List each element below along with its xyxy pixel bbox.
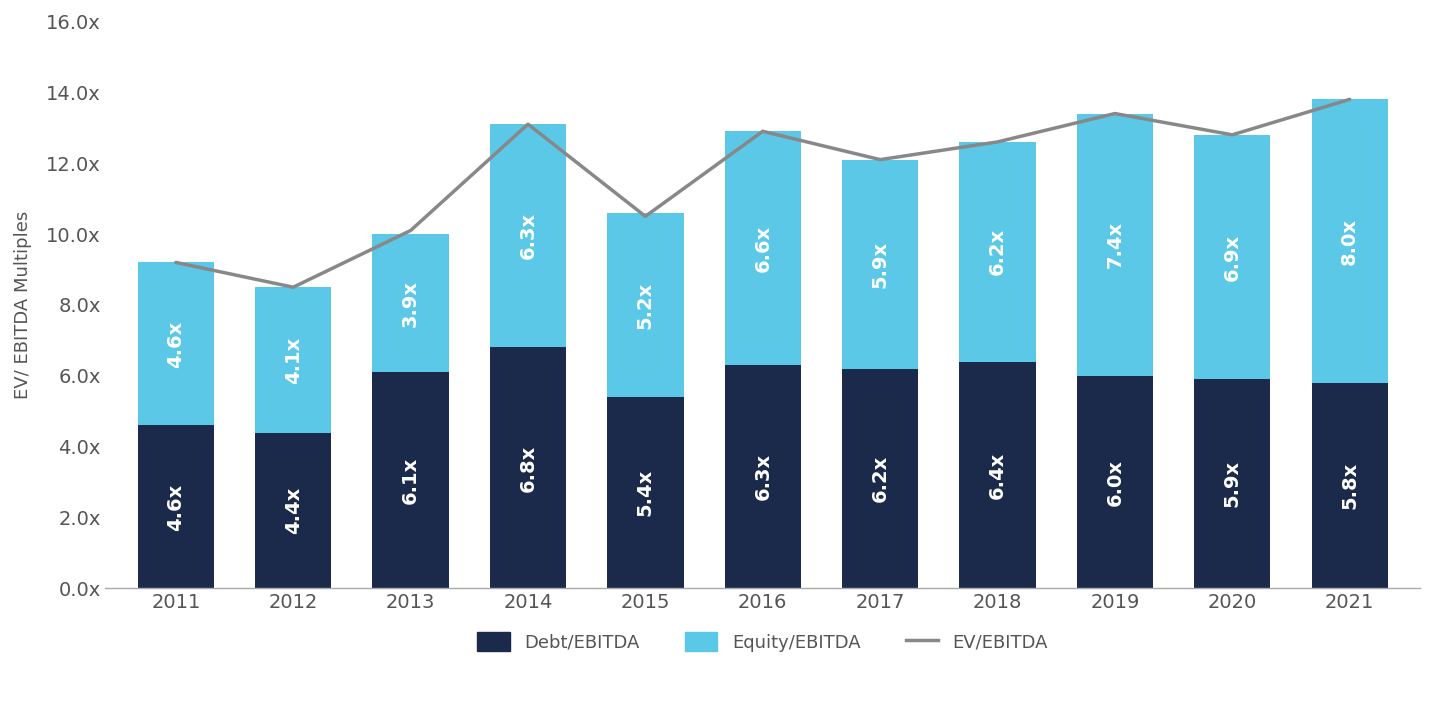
Text: 6.4x: 6.4x <box>988 451 1007 498</box>
Text: 6.3x: 6.3x <box>519 212 538 260</box>
Bar <box>607 397 684 588</box>
Bar <box>373 372 449 588</box>
Bar <box>959 361 1035 588</box>
Bar <box>255 287 331 433</box>
Text: 5.9x: 5.9x <box>1223 461 1242 508</box>
Text: 8.0x: 8.0x <box>1341 217 1359 265</box>
Text: 4.6x: 4.6x <box>166 320 185 368</box>
Bar <box>490 124 566 347</box>
Text: 5.2x: 5.2x <box>635 282 655 329</box>
Text: 6.6x: 6.6x <box>753 225 773 272</box>
Bar <box>1077 376 1153 588</box>
Text: 3.9x: 3.9x <box>402 279 420 327</box>
Text: 6.3x: 6.3x <box>753 453 773 501</box>
Text: 5.4x: 5.4x <box>635 469 655 516</box>
Legend: Debt/EBITDA, Equity/EBITDA, EV/EBITDA: Debt/EBITDA, Equity/EBITDA, EV/EBITDA <box>470 625 1055 659</box>
Text: 4.4x: 4.4x <box>284 487 303 534</box>
Text: 6.2x: 6.2x <box>870 455 889 502</box>
Text: 7.4x: 7.4x <box>1106 221 1124 268</box>
Bar <box>255 433 331 588</box>
Bar <box>1195 135 1271 379</box>
Text: 5.8x: 5.8x <box>1341 462 1359 509</box>
Bar <box>842 160 918 369</box>
Bar <box>724 365 802 588</box>
Bar <box>724 131 802 365</box>
Text: 6.8x: 6.8x <box>519 444 538 491</box>
Bar <box>138 426 214 588</box>
Bar <box>373 234 449 372</box>
Text: 4.6x: 4.6x <box>166 483 185 530</box>
Text: 6.0x: 6.0x <box>1106 458 1124 506</box>
Text: 4.1x: 4.1x <box>284 337 303 384</box>
Text: 6.2x: 6.2x <box>988 228 1007 275</box>
Bar <box>959 142 1035 361</box>
Bar <box>842 369 918 588</box>
Text: 6.1x: 6.1x <box>402 457 420 504</box>
Bar <box>490 347 566 588</box>
Bar <box>1195 379 1271 588</box>
Y-axis label: EV/ EBITDA Multiples: EV/ EBITDA Multiples <box>14 211 32 399</box>
Bar <box>1312 383 1388 588</box>
Text: 5.9x: 5.9x <box>870 240 889 288</box>
Bar <box>1312 99 1388 383</box>
Text: 6.9x: 6.9x <box>1223 234 1242 281</box>
Bar <box>138 262 214 426</box>
Bar <box>607 212 684 397</box>
Bar <box>1077 113 1153 376</box>
